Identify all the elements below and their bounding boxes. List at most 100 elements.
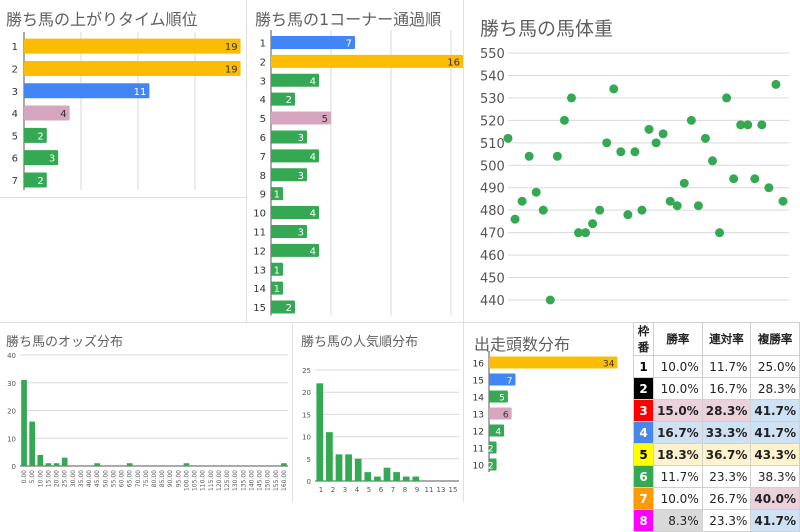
win-rate-cell: 15.0% — [653, 399, 703, 422]
corner-bar — [271, 35, 355, 49]
corner-bar — [271, 92, 295, 106]
odds-x-tick-label: 155.00 — [273, 470, 280, 491]
ninki-y-tick-label: 0 — [307, 478, 311, 486]
header-win-rate: 勝率 — [653, 322, 703, 356]
tousu-bar — [489, 441, 497, 454]
win-rate-cell: 10.0% — [653, 487, 703, 510]
weight-data-point — [574, 228, 584, 238]
ren-rate-cell: 28.3% — [701, 399, 752, 422]
tousu-bar — [489, 407, 512, 420]
corner-chart-title: 勝ち馬の1コーナー通過順 — [255, 10, 442, 29]
tousu-bar — [489, 424, 505, 437]
ninki-bar — [402, 476, 410, 481]
table-row: 8 8.3% 23.3% 41.7% — [632, 509, 800, 532]
agari-category-label: 1 — [12, 42, 18, 53]
weight-data-point — [616, 147, 626, 157]
odds-x-tick-label: 35.00 — [78, 470, 85, 487]
agari-bar-chart: 1 19 2 19 3 11 4 4 5 2 6 3 7 2 — [12, 32, 241, 191]
odds-x-tick-label: 70.00 — [135, 470, 142, 487]
weight-y-tick-label: 480 — [480, 204, 505, 219]
weight-data-point — [559, 115, 569, 125]
corner-value-label: 7 — [346, 38, 352, 49]
agari-value-label: 2 — [37, 131, 43, 142]
weight-data-point — [510, 214, 520, 224]
weight-data-point — [531, 187, 541, 197]
odds-x-tick-label: 90.00 — [167, 470, 174, 487]
odds-bar — [45, 463, 52, 466]
agari-bar — [24, 105, 70, 121]
odds-y-tick-label: 20 — [7, 408, 16, 416]
odds-x-tick-label: 85.00 — [159, 470, 166, 487]
table-row: 5 18.3% 36.7% 43.3% — [632, 443, 800, 466]
weight-data-point — [722, 93, 732, 103]
corner-bar — [271, 149, 319, 163]
odds-x-tick-label: 160.00 — [281, 470, 288, 491]
agari-bar — [24, 60, 241, 76]
corner-bar — [271, 206, 319, 220]
corner-value-label: 3 — [298, 171, 304, 182]
corner-category-label: 13 — [253, 265, 266, 276]
odds-x-tick-label: 120.00 — [216, 470, 223, 491]
fuku-rate-cell: 41.7% — [750, 509, 800, 532]
table-header-row: 枠番 勝率 連対率 複勝率 — [632, 322, 800, 356]
weight-data-point — [743, 120, 753, 130]
tousu-chart-panel: 出走頭数分布 16 34 15 7 14 5 13 6 12 4 11 2 10 2 — [464, 323, 632, 502]
agari-category-label: 6 — [12, 154, 18, 165]
weight-y-tick-label: 440 — [480, 294, 505, 309]
odds-x-tick-label: 15.00 — [45, 470, 52, 487]
agari-value-label: 19 — [225, 42, 238, 53]
weight-y-tick-label: 520 — [480, 114, 505, 129]
weight-data-point — [715, 228, 725, 238]
ninki-x-tick-label: 1 — [319, 486, 323, 494]
weight-data-point — [686, 115, 696, 125]
odds-x-tick-label: 30.00 — [70, 470, 77, 487]
agari-category-label: 2 — [12, 64, 18, 75]
waku-number-cell: 3 — [632, 399, 655, 422]
odds-bar — [29, 421, 36, 466]
ninki-bar — [393, 472, 400, 481]
weight-data-point — [630, 147, 640, 157]
ninki-y-tick-label: 25 — [302, 367, 311, 375]
weight-data-point — [736, 120, 746, 130]
ninki-x-tick-label: 11 — [425, 486, 434, 494]
ninki-y-tick-label: 5 — [307, 456, 311, 464]
corner-category-label: 15 — [253, 303, 266, 314]
odds-x-tick-label: 125.00 — [224, 470, 231, 491]
odds-y-tick-label: 10 — [7, 435, 16, 443]
waku-number-cell: 4 — [632, 421, 655, 444]
ninki-y-tick-label: 20 — [302, 389, 311, 397]
corner-value-label: 1 — [274, 265, 280, 276]
corner-value-label: 4 — [310, 209, 316, 220]
weight-data-point — [665, 196, 675, 206]
odds-bar — [53, 463, 60, 466]
corner-value-label: 4 — [310, 76, 316, 87]
ninki-x-tick-label: 4 — [355, 486, 360, 494]
ninki-y-tick-label: 15 — [302, 411, 311, 419]
tousu-value-label: 4 — [495, 428, 501, 438]
weight-data-point — [588, 219, 598, 229]
tousu-category-label: 10 — [473, 462, 485, 472]
odds-y-tick-label: 40 — [7, 352, 16, 360]
corner-chart-panel: 勝ち馬の1コーナー通過順 1 7 2 16 3 4 4 2 5 5 6 3 7 4 8 3 9 1 10 4 11 3 12… — [247, 0, 463, 322]
tousu-category-label: 15 — [473, 377, 484, 387]
ninki-x-tick-label: 3 — [343, 486, 347, 494]
ren-rate-cell: 23.3% — [701, 509, 752, 532]
tousu-value-label: 34 — [603, 360, 615, 370]
ren-rate-cell: 36.7% — [701, 443, 752, 466]
ninki-bar — [412, 476, 420, 481]
weight-data-point — [581, 228, 591, 238]
odds-x-tick-label: 135.00 — [240, 470, 247, 491]
corner-bar — [271, 54, 463, 68]
table-row: 6 11.7% 23.3% 38.3% — [632, 465, 800, 488]
ninki-x-tick-label: 6 — [379, 486, 384, 494]
agari-value-label: 2 — [37, 176, 43, 187]
weight-y-tick-label: 500 — [480, 159, 505, 174]
weight-data-point — [757, 120, 767, 130]
waku-number-cell: 5 — [632, 443, 655, 466]
ninki-bar — [354, 458, 362, 481]
agari-chart-panel: 勝ち馬の上がりタイム順位 1 19 2 19 3 11 4 4 5 2 6 3 7 2 — [0, 0, 246, 197]
agari-chart-title: 勝ち馬の上がりタイム順位 — [6, 10, 198, 29]
header-fukusho-rate: 複勝率 — [750, 322, 800, 356]
odds-x-tick-label: 40.00 — [86, 470, 93, 487]
